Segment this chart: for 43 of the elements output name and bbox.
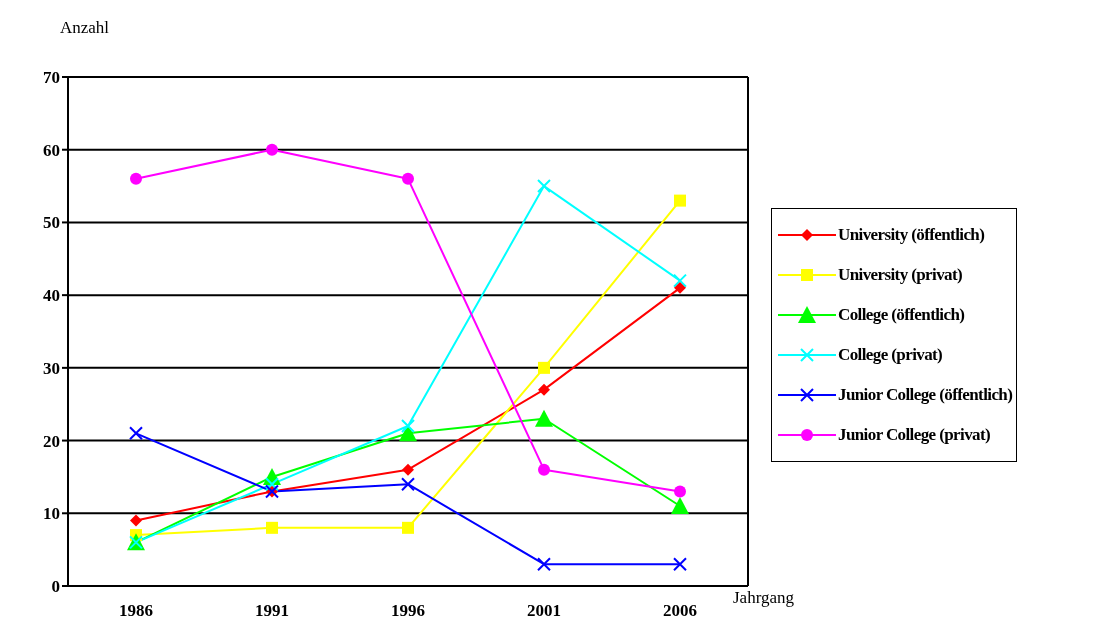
- point: [402, 172, 414, 185]
- y-tick-label: 20: [43, 431, 60, 451]
- point: [401, 477, 415, 492]
- point: [266, 521, 278, 534]
- point: [673, 557, 687, 572]
- legend-label: University (öffentlich): [838, 225, 985, 245]
- legend-label: Junior College (öffentlich): [838, 385, 1013, 405]
- point: [538, 463, 550, 476]
- legend-label: College (privat): [838, 345, 943, 365]
- x-tick-label: 1991: [255, 601, 289, 621]
- point: [129, 426, 143, 441]
- point: [535, 409, 553, 427]
- point: [130, 514, 142, 527]
- point: [537, 179, 551, 194]
- y-axis-title: Anzahl: [60, 18, 110, 38]
- y-tick-label: 30: [43, 358, 60, 378]
- legend-label: University (privat): [838, 265, 963, 285]
- point: [130, 172, 142, 185]
- y-tick-label: 10: [43, 504, 60, 524]
- x-tick-label: 1986: [119, 601, 153, 621]
- point: [266, 143, 278, 156]
- y-tick-label: 50: [43, 213, 60, 233]
- point: [265, 477, 279, 492]
- y-tick-label: 0: [51, 577, 60, 597]
- legend-label: College (öffentlich): [838, 305, 965, 325]
- point: [538, 383, 550, 396]
- x-axis-title: Jahrgang: [733, 588, 795, 608]
- legend-label: Junior College (privat): [838, 425, 991, 445]
- y-tick-label: 40: [43, 286, 60, 306]
- point: [674, 194, 686, 207]
- point: [673, 273, 687, 288]
- y-tick-label: 70: [43, 68, 60, 88]
- point: [674, 485, 686, 498]
- point: [402, 463, 414, 476]
- x-tick-label: 2001: [527, 601, 561, 621]
- point: [537, 557, 551, 572]
- point: [538, 361, 550, 374]
- point: [671, 497, 689, 515]
- point: [402, 521, 414, 534]
- x-tick-label: 2006: [663, 601, 697, 621]
- point: [401, 419, 415, 434]
- x-tick-label: 1996: [391, 601, 425, 621]
- y-tick-label: 60: [43, 140, 60, 160]
